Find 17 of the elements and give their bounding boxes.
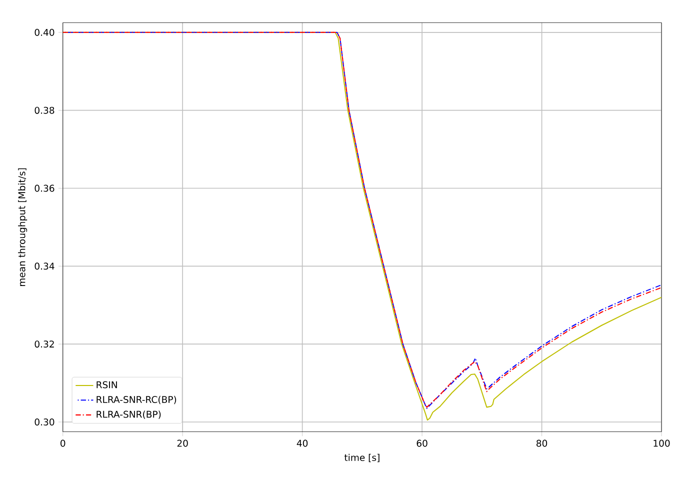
y-tick-label: 0.34 [34,262,54,270]
legend-label: RSIN [96,381,117,388]
y-tick-label: 0.30 [34,418,54,426]
x-tick-label: 40 [296,440,308,447]
y-tick-label: 0.40 [34,28,54,36]
x-tick-label: 80 [536,440,548,447]
y-tick-label: 0.38 [34,106,54,114]
legend-label: RLRA-SNR(BP) [96,410,161,419]
y-tick-label: 0.32 [34,340,54,348]
legend-label: RLRA-SNR-RC(BP) [96,396,176,404]
x-tick-label: 0 [60,440,66,447]
x-tick-label: 60 [416,440,428,447]
x-tick-label: 20 [177,440,188,447]
y-axis-title: mean throughput [Mbit/s] [18,168,28,286]
y-tick-label: 0.36 [34,184,54,192]
x-axis-title: time [s] [344,454,380,462]
x-tick-label: 100 [654,440,670,447]
